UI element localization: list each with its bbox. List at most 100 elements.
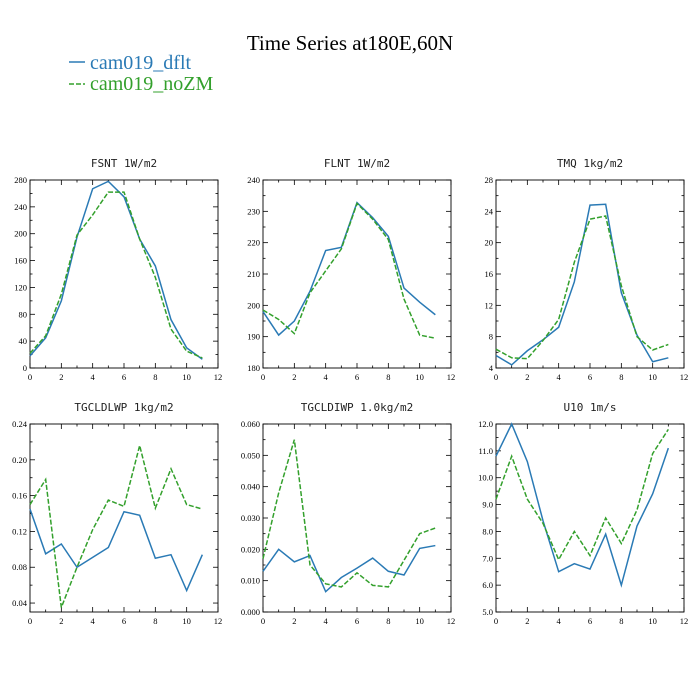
x-tick-label: 0 bbox=[261, 616, 265, 626]
x-tick-label: 10 bbox=[648, 372, 657, 382]
y-tick-label: 0.050 bbox=[241, 450, 260, 460]
x-tick-label: 0 bbox=[494, 616, 498, 626]
x-tick-label: 0 bbox=[494, 372, 498, 382]
x-tick-label: 12 bbox=[214, 372, 223, 382]
x-tick-label: 12 bbox=[447, 372, 456, 382]
y-tick-label: 0.16 bbox=[12, 491, 27, 501]
x-tick-label: 8 bbox=[153, 372, 157, 382]
y-tick-label: 8.0 bbox=[482, 526, 493, 536]
x-tick-label: 10 bbox=[415, 616, 424, 626]
y-tick-label: 160 bbox=[14, 256, 27, 266]
panel-u10: U10 1m/s 0 2 4 6 8 10 12 5.0 6.0 7.0 8.0 9.0 10.0 11.0… bbox=[478, 401, 688, 626]
x-tick-label: 6 bbox=[122, 616, 126, 626]
x-tick-label: 10 bbox=[182, 616, 191, 626]
y-tick-label: 12.0 bbox=[478, 419, 493, 429]
series-line-dflt bbox=[29, 180, 203, 360]
panel-title: U10 1m/s bbox=[564, 401, 617, 414]
figure-title: Time Series at180E,60N bbox=[247, 31, 453, 55]
x-tick-label: 8 bbox=[153, 616, 157, 626]
legend-label-dflt: cam019_dflt bbox=[90, 52, 192, 74]
y-tick-label: 7.0 bbox=[482, 553, 493, 563]
series-line-nozm bbox=[262, 439, 436, 588]
x-tick-label: 4 bbox=[91, 372, 96, 382]
x-tick-label: 4 bbox=[557, 616, 562, 626]
y-tick-label: 24 bbox=[485, 206, 494, 216]
y-tick-label: 20 bbox=[485, 238, 494, 248]
x-tick-label: 6 bbox=[122, 372, 126, 382]
y-tick-label: 120 bbox=[14, 282, 27, 292]
y-tick-label: 220 bbox=[247, 238, 260, 248]
y-tick-label: 10.0 bbox=[478, 473, 493, 483]
x-tick-label: 8 bbox=[619, 616, 623, 626]
x-tick-label: 2 bbox=[525, 616, 529, 626]
x-tick-label: 8 bbox=[619, 372, 623, 382]
series-line-nozm bbox=[262, 202, 436, 339]
x-tick-label: 0 bbox=[28, 616, 32, 626]
x-tick-label: 12 bbox=[447, 616, 456, 626]
x-tick-label: 2 bbox=[525, 372, 529, 382]
x-tick-label: 10 bbox=[648, 616, 657, 626]
x-tick-label: 8 bbox=[386, 616, 390, 626]
y-tick-label: 80 bbox=[19, 309, 28, 319]
y-tick-label: 5.0 bbox=[482, 607, 493, 617]
panel-tgcldlwp: TGCLDLWP 1kg/m2 0 2 4 6 8 10 12 0.04 0.08 0.12 0.16… bbox=[12, 401, 222, 626]
series-line-dflt bbox=[495, 422, 670, 588]
x-tick-label: 2 bbox=[292, 372, 296, 382]
x-tick-label: 2 bbox=[292, 616, 296, 626]
y-tick-label: 0.000 bbox=[241, 607, 260, 617]
panel-title: TGCLDIWP 1.0kg/m2 bbox=[301, 401, 414, 414]
y-tick-label: 0.030 bbox=[241, 513, 260, 523]
plot-frame bbox=[262, 423, 452, 613]
x-tick-label: 6 bbox=[588, 616, 592, 626]
x-tick-label: 4 bbox=[557, 372, 562, 382]
x-tick-label: 0 bbox=[28, 372, 32, 382]
series-line-nozm bbox=[29, 191, 203, 359]
y-tick-label: 12 bbox=[485, 300, 494, 310]
x-tick-label: 2 bbox=[59, 616, 63, 626]
x-tick-label: 8 bbox=[386, 372, 390, 382]
y-tick-label: 200 bbox=[247, 300, 260, 310]
y-tick-label: 8 bbox=[489, 332, 493, 342]
series-line-dflt bbox=[262, 201, 436, 337]
y-tick-label: 190 bbox=[247, 332, 260, 342]
series-line-nozm bbox=[495, 215, 669, 360]
y-tick-label: 28 bbox=[485, 175, 494, 185]
y-tick-label: 0.20 bbox=[12, 455, 27, 465]
panel-title: TMQ 1kg/m2 bbox=[557, 157, 623, 170]
x-tick-label: 4 bbox=[324, 616, 329, 626]
y-tick-label: 4 bbox=[489, 363, 494, 373]
panel-title: TGCLDLWP 1kg/m2 bbox=[74, 401, 173, 414]
x-tick-label: 2 bbox=[59, 372, 63, 382]
legend-label-nozm: cam019_noZM bbox=[90, 73, 214, 95]
y-tick-label: 0 bbox=[23, 363, 27, 373]
y-tick-label: 9.0 bbox=[482, 500, 493, 510]
plot-frame bbox=[29, 179, 219, 369]
x-tick-label: 4 bbox=[324, 372, 329, 382]
x-tick-label: 10 bbox=[415, 372, 424, 382]
x-tick-label: 12 bbox=[680, 616, 689, 626]
x-tick-label: 10 bbox=[182, 372, 191, 382]
y-tick-label: 40 bbox=[19, 336, 28, 346]
y-tick-label: 6.0 bbox=[482, 580, 493, 590]
y-tick-label: 0.020 bbox=[241, 544, 260, 554]
plot-frame bbox=[262, 179, 452, 369]
y-tick-label: 0.08 bbox=[12, 562, 27, 572]
y-tick-label: 200 bbox=[14, 229, 27, 239]
y-tick-label: 230 bbox=[247, 206, 260, 216]
y-tick-label: 0.040 bbox=[241, 482, 260, 492]
y-tick-label: 0.12 bbox=[12, 526, 27, 536]
y-tick-label: 280 bbox=[14, 175, 27, 185]
y-tick-label: 0.24 bbox=[12, 419, 28, 429]
series-line-nozm bbox=[495, 428, 669, 562]
legend: cam019_dflt cam019_noZM bbox=[69, 52, 214, 95]
panel-tgcldiwp: TGCLDIWP 1.0kg/m2 0 2 4 6 8 10 12 0.000 0.010 0.02… bbox=[241, 401, 455, 626]
series-line-dflt bbox=[29, 508, 204, 593]
panel-title: FLNT 1W/m2 bbox=[324, 157, 390, 170]
y-tick-label: 0.04 bbox=[12, 598, 28, 608]
x-tick-label: 6 bbox=[355, 616, 359, 626]
y-tick-label: 240 bbox=[14, 202, 27, 212]
panel-title: FSNT 1W/m2 bbox=[91, 157, 157, 170]
